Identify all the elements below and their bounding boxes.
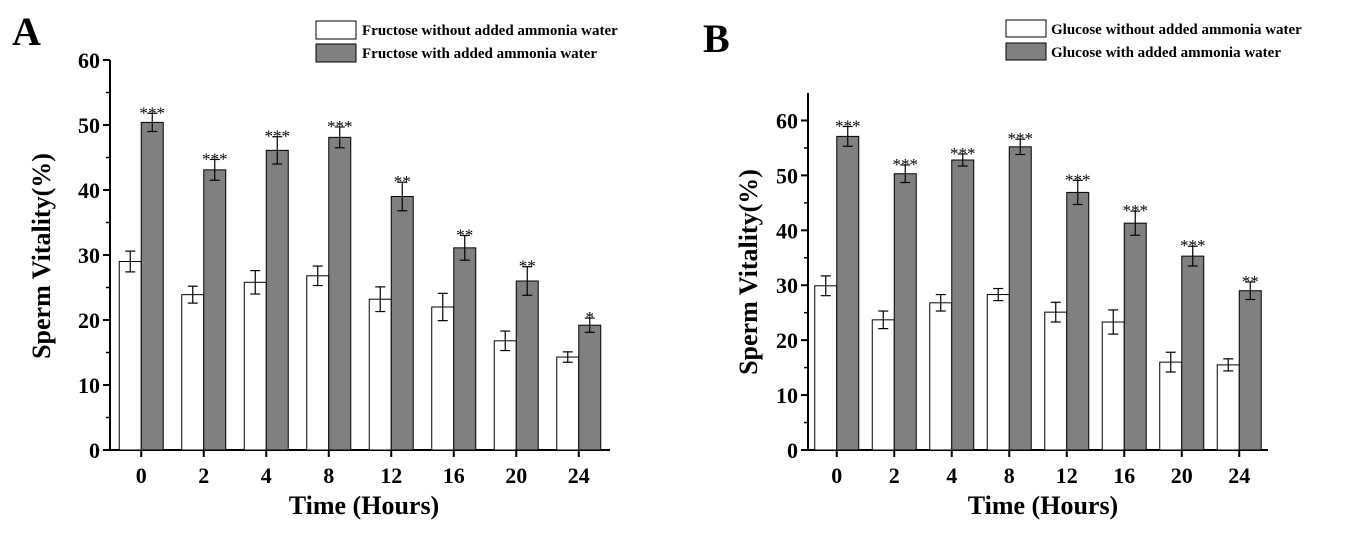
significance-label: *** <box>1180 236 1206 255</box>
y-tick-label: 50 <box>776 163 798 188</box>
bar-series-1 <box>1101 321 1125 451</box>
significance-label: ** <box>519 257 536 276</box>
bar-series-2 <box>1123 222 1147 451</box>
bar-series-1 <box>118 261 142 451</box>
x-tick-label: 16 <box>443 463 465 488</box>
bar-series-1 <box>556 356 580 451</box>
y-tick-label: 40 <box>776 218 798 243</box>
y-tick-label: 50 <box>78 113 100 138</box>
bar-series-1 <box>493 340 517 451</box>
significance-label: *** <box>835 117 861 136</box>
plot-area: 01020304050600***2***4***8***12**16**20*… <box>78 48 610 488</box>
significance-label: *** <box>1123 201 1149 220</box>
significance-label: *** <box>327 117 353 136</box>
legend: Glucose without added ammonia water Gluc… <box>1005 19 1302 61</box>
y-tick-label: 40 <box>78 178 100 203</box>
bar-series-1 <box>871 319 895 451</box>
bar-series-1 <box>368 298 392 451</box>
bar-series-1 <box>929 302 953 451</box>
bar-series-1 <box>181 294 205 451</box>
y-tick-label: 10 <box>78 373 100 398</box>
significance-label: * <box>586 308 595 327</box>
significance-label: *** <box>893 155 919 174</box>
bar-series-2 <box>390 196 414 451</box>
bar-series-2 <box>893 173 917 451</box>
y-tick-label: 60 <box>78 48 100 73</box>
bar-series-1 <box>986 294 1010 451</box>
bar-series-1 <box>243 281 267 451</box>
significance-label: ** <box>1242 272 1259 291</box>
significance-label: *** <box>1008 129 1034 148</box>
x-tick-label: 8 <box>1004 463 1015 488</box>
significance-label: *** <box>950 144 976 163</box>
x-tick-label: 20 <box>505 463 527 488</box>
y-tick-label: 20 <box>78 308 100 333</box>
x-tick-label: 12 <box>380 463 402 488</box>
legend-label-series-1: Glucose without added ammonia water <box>1051 22 1302 38</box>
x-tick-label: 4 <box>261 463 272 488</box>
significance-label: *** <box>202 149 228 168</box>
bar-series-1 <box>431 306 455 451</box>
panel-letter: A <box>12 9 41 54</box>
significance-label: *** <box>140 103 166 122</box>
bar-series-2 <box>951 159 975 451</box>
x-tick-label: 20 <box>1171 463 1193 488</box>
y-tick-label: 10 <box>776 383 798 408</box>
panel-a: A Fructose without added ammonia water F… <box>12 9 618 520</box>
bar-series-1 <box>1159 361 1183 451</box>
legend-swatch-series-1 <box>1005 19 1047 38</box>
bar-series-1 <box>814 285 838 451</box>
y-tick-label: 0 <box>89 438 100 463</box>
bar-series-2 <box>203 169 227 451</box>
bar-series-2 <box>328 136 352 451</box>
x-tick-label: 0 <box>136 463 147 488</box>
x-tick-label: 8 <box>323 463 334 488</box>
y-axis-title: Sperm Vitality(%) <box>27 153 56 359</box>
x-tick-label: 12 <box>1056 463 1078 488</box>
panel-b: B Glucose without added ammonia water Gl… <box>703 16 1302 520</box>
x-tick-label: 2 <box>889 463 900 488</box>
panel-letter: B <box>703 16 730 61</box>
bar-series-2 <box>836 135 860 451</box>
y-tick-label: 30 <box>776 273 798 298</box>
x-tick-label: 0 <box>831 463 842 488</box>
significance-label: ** <box>456 226 473 245</box>
bar-series-2 <box>265 149 289 451</box>
plot-area: 0 10 20 30 40 50 60 0 *** 2 *** 4 *** 8 *** 12 *** 16 *** 2… <box>776 93 1268 488</box>
legend-swatch-series-2 <box>315 43 357 63</box>
x-tick-label: 4 <box>946 463 957 488</box>
bar-series-1 <box>306 275 330 451</box>
significance-label: ** <box>394 172 411 191</box>
x-axis-title: Time (Hours) <box>289 491 439 520</box>
legend: Fructose without added ammonia water Fru… <box>315 20 618 63</box>
legend-swatch-series-2 <box>1005 42 1047 61</box>
y-axis-title: Sperm Vitality(%) <box>734 169 763 375</box>
bar-series-2 <box>140 121 164 451</box>
x-tick-label: 16 <box>1113 463 1135 488</box>
y-tick-label: 60 <box>776 108 798 133</box>
bar-series-2 <box>1008 146 1032 451</box>
bar-series-2 <box>453 247 477 451</box>
x-tick-label: 24 <box>568 463 590 488</box>
x-axis-title: Time (Hours) <box>968 491 1118 520</box>
x-tick-label: 2 <box>198 463 209 488</box>
bar-series-1 <box>1216 364 1240 451</box>
bar-series-1 <box>1044 311 1068 451</box>
legend-label-series-1: Fructose without added ammonia water <box>362 23 618 39</box>
y-tick-label: 30 <box>78 243 100 268</box>
x-tick-label: 24 <box>1228 463 1250 488</box>
y-tick-label: 20 <box>776 328 798 353</box>
significance-label: *** <box>1065 170 1091 189</box>
legend-swatch-series-1 <box>315 20 357 40</box>
bar-series-2 <box>515 280 539 451</box>
bar-series-2 <box>1181 255 1205 451</box>
bar-series-2 <box>1238 290 1262 451</box>
y-tick-label: 0 <box>787 438 798 463</box>
bar-series-2 <box>578 324 602 451</box>
legend-label-series-2: Fructose with added ammonia water <box>362 46 597 62</box>
significance-label: *** <box>265 127 291 146</box>
legend-label-series-2: Glucose with added ammonia water <box>1051 45 1281 61</box>
bar-series-2 <box>1066 191 1090 451</box>
